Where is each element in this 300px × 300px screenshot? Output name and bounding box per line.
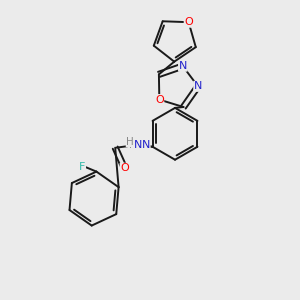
- Text: F: F: [79, 162, 85, 172]
- Text: N: N: [194, 81, 202, 91]
- Text: H: H: [126, 137, 134, 147]
- Text: N: N: [142, 140, 150, 150]
- Text: H: H: [129, 140, 136, 150]
- Text: N: N: [178, 61, 187, 71]
- Text: O: O: [184, 17, 193, 27]
- Text: O: O: [120, 163, 129, 173]
- Text: O: O: [155, 94, 164, 105]
- Text: N: N: [134, 140, 142, 150]
